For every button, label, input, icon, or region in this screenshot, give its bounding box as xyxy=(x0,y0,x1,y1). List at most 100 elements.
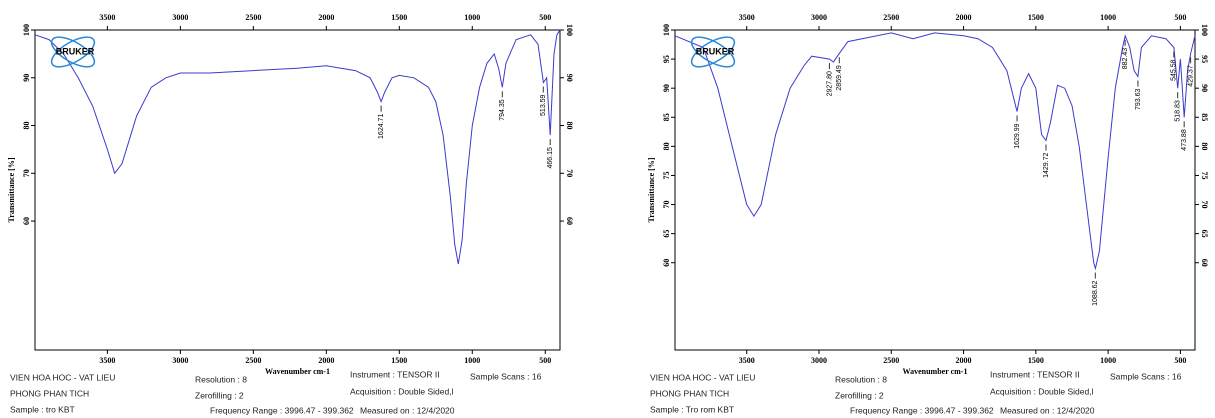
peak-label: 2859.49 xyxy=(836,65,843,90)
y-tick-label-right: 65 xyxy=(1200,230,1209,238)
logo-text: BRUKER xyxy=(56,46,95,56)
x-tick-label: 2000 xyxy=(318,356,334,365)
info-text: Measured on : 12/4/2020 xyxy=(1000,405,1095,415)
x-tick-label-top: 500 xyxy=(539,13,551,22)
y-tick-label: 90 xyxy=(22,74,31,82)
x-tick-label: 2000 xyxy=(956,356,972,365)
peak-label: 2927.80 xyxy=(826,71,833,96)
y-tick-label-right: 70 xyxy=(1200,201,1209,209)
peak-label: 1088.62 xyxy=(1092,280,1099,305)
x-tick-label: 1500 xyxy=(391,356,407,365)
peak-label: 793.63 xyxy=(1135,88,1142,110)
x-tick-label: 3500 xyxy=(739,356,755,365)
x-tick-label-top: 3000 xyxy=(811,13,827,22)
info-text: Frequency Range : 3996.47 - 399.362 xyxy=(210,405,354,415)
y-tick-label: 90 xyxy=(662,84,671,92)
x-tick-label: 1500 xyxy=(1028,356,1044,365)
y-tick-label-right: 80 xyxy=(1200,142,1209,150)
x-tick-label-top: 2000 xyxy=(318,13,334,22)
x-tick-label-top: 3500 xyxy=(739,13,755,22)
info-text: VIEN HOA HOC - VAT LIEU xyxy=(650,372,755,382)
info-text: Resolution : 8 xyxy=(835,374,887,384)
info-text: Sample Scans : 16 xyxy=(470,371,542,381)
y-tick-label: 100 xyxy=(662,24,671,36)
spectrum-chart: 3500 3500 3000 3000 2500 2500 2000 2000 1500 1500… xyxy=(7,13,574,415)
logo-orbit xyxy=(690,36,736,68)
x-tick-label-top: 1500 xyxy=(1028,13,1044,22)
x-tick-label: 3000 xyxy=(172,356,188,365)
y-tick-label-right: 75 xyxy=(1200,171,1209,179)
x-tick-label: 3500 xyxy=(99,356,115,365)
y-tick-label: 80 xyxy=(22,122,31,130)
x-tick-label-top: 3000 xyxy=(172,13,188,22)
info-text: Acquisition : Double Sided,l xyxy=(350,386,454,396)
plot-frame xyxy=(34,29,561,351)
y-tick-label-right: 100 xyxy=(1200,24,1209,36)
peak-label: 794.35 xyxy=(499,99,506,121)
y-tick-label: 65 xyxy=(662,230,671,238)
peak-label: 518.83 xyxy=(1175,100,1182,122)
info-text: PHONG PHAN TICH xyxy=(650,388,729,398)
x-tick-label-top: 2500 xyxy=(883,13,899,22)
x-tick-label: 1000 xyxy=(464,356,480,365)
peak-label: 545.58 xyxy=(1171,59,1178,81)
x-tick-label-top: 1500 xyxy=(391,13,407,22)
y-tick-label-right: 95 xyxy=(1200,55,1209,63)
info-text: Zerofilling : 2 xyxy=(835,390,884,400)
y-tick-label: 70 xyxy=(22,169,31,177)
x-tick-label-top: 2000 xyxy=(956,13,972,22)
y-axis-label: Transmittance [%] xyxy=(7,157,16,222)
x-axis-label: Wavenumber cm-1 xyxy=(903,367,968,376)
x-axis-label: Wavenumber cm-1 xyxy=(265,367,330,376)
info-text: Sample : tro KBT xyxy=(10,404,75,414)
y-tick-label: 60 xyxy=(662,259,671,267)
info-text: Instrument : TENSOR II xyxy=(350,369,440,379)
spectrum-line xyxy=(674,32,1196,271)
logo-orbit xyxy=(50,36,96,68)
x-tick-label: 500 xyxy=(539,356,551,365)
info-text: Resolution : 8 xyxy=(195,374,247,384)
x-tick-label-top: 3500 xyxy=(99,13,115,22)
info-text: Frequency Range : 3996.47 - 399.362 xyxy=(850,405,994,415)
peak-label: 882.43 xyxy=(1122,48,1129,70)
peak-label: 1624.71 xyxy=(378,114,385,139)
y-tick-label: 75 xyxy=(662,171,671,179)
x-tick-label-top: 2500 xyxy=(245,13,261,22)
x-tick-label: 2500 xyxy=(883,356,899,365)
y-tick-label: 95 xyxy=(662,55,671,63)
info-text: Zerofilling : 2 xyxy=(195,390,244,400)
info-text: Instrument : TENSOR II xyxy=(990,369,1080,379)
plot-frame xyxy=(674,29,1196,351)
spectrum-chart: 3500 3500 3000 3000 2500 2500 2000 2000 1500 1500… xyxy=(647,13,1209,415)
info-text: Acquisition : Double Sided,l xyxy=(990,386,1094,396)
info-text: PHONG PHAN TICH xyxy=(10,388,89,398)
peak-label: 466.15 xyxy=(547,147,554,169)
y-tick-label: 80 xyxy=(662,142,671,150)
peak-label: 473.88 xyxy=(1181,129,1188,151)
x-tick-label: 500 xyxy=(1174,356,1186,365)
x-tick-label-top: 1000 xyxy=(1100,13,1116,22)
y-axis-label: Transmittance [%] xyxy=(647,157,656,222)
info-text: VIEN HOA HOC - VAT LIEU xyxy=(10,372,115,382)
logo-orbit xyxy=(50,36,96,68)
y-tick-label-right: 60 xyxy=(1200,259,1209,267)
y-tick-label-right: 70 xyxy=(565,169,574,177)
x-tick-label-top: 500 xyxy=(1174,13,1186,22)
bruker-logo: BRUKER xyxy=(50,36,96,68)
y-tick-label: 60 xyxy=(22,217,31,225)
peak-label: 513.59 xyxy=(540,94,547,116)
logo-orbit xyxy=(690,36,736,68)
y-tick-label-right: 100 xyxy=(565,24,574,36)
y-tick-label: 85 xyxy=(662,113,671,121)
y-tick-label: 70 xyxy=(662,201,671,209)
y-tick-label-right: 90 xyxy=(1200,84,1209,92)
spectrum-line xyxy=(34,29,561,265)
x-tick-label: 2500 xyxy=(245,356,261,365)
peak-label: 1429.72 xyxy=(1043,152,1050,177)
y-tick-label: 100 xyxy=(22,24,31,36)
info-text: Measured on : 12/4/2020 xyxy=(360,405,455,415)
y-tick-label-right: 90 xyxy=(565,74,574,82)
bruker-logo: BRUKER xyxy=(690,36,736,68)
x-tick-label-top: 1000 xyxy=(464,13,480,22)
